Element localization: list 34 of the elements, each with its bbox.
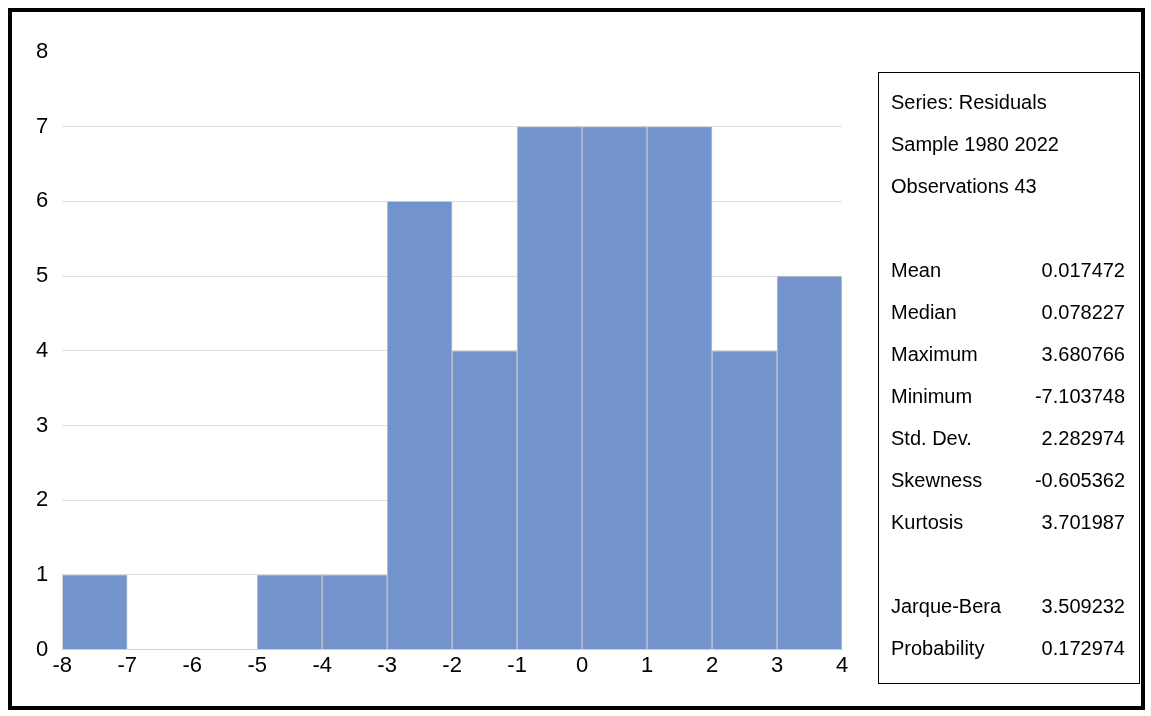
x-tick-label: -5 (247, 651, 267, 677)
y-tick-label: 3 (35, 411, 49, 437)
x-tick-label: -6 (182, 651, 202, 677)
text: Std. Dev. 2.282974 (891, 427, 1125, 449)
text: Jarque-Bera 3.509232 (891, 595, 1125, 617)
x-tick-label: -8 (52, 651, 73, 677)
text: Sample 1980 2022 (891, 132, 1060, 157)
x-tick-label: -2 (442, 651, 462, 677)
text: Median 0.078227 (891, 301, 1125, 323)
x-tick-label: 2 (705, 651, 719, 677)
y-tick-label: 6 (35, 187, 49, 213)
text: Maximum 3.680766 (891, 343, 1125, 365)
y-tick-label: 1 (35, 560, 49, 586)
text: Observations 43 (891, 174, 1038, 199)
text: Kurtosis 3.701987 (891, 511, 1125, 533)
text: Minimum -7.103748 (891, 385, 1125, 407)
text: Mean 0.017472 (891, 259, 1125, 281)
y-tick-label: 0 (35, 635, 49, 661)
y-tick-label: 8 (35, 38, 49, 64)
y-tick-label: 2 (35, 486, 49, 512)
x-tick-label: -3 (377, 651, 397, 677)
text: Skewness -0.605362 (891, 469, 1125, 491)
x-tick-label: 3 (770, 651, 784, 677)
y-tick-label: 5 (35, 262, 49, 288)
x-tick-label: 0 (575, 651, 589, 677)
text: Probability 0.172974 (891, 637, 1125, 659)
x-tick-label: -7 (117, 651, 137, 677)
text: Series: Residuals (891, 90, 1048, 115)
x-tick-label: 4 (835, 651, 849, 677)
y-tick-label: 4 (35, 336, 49, 362)
x-tick-label: 1 (640, 651, 654, 677)
x-tick-label: -1 (507, 651, 527, 677)
y-tick-label: 7 (35, 112, 49, 138)
x-tick-label: -4 (312, 651, 332, 677)
